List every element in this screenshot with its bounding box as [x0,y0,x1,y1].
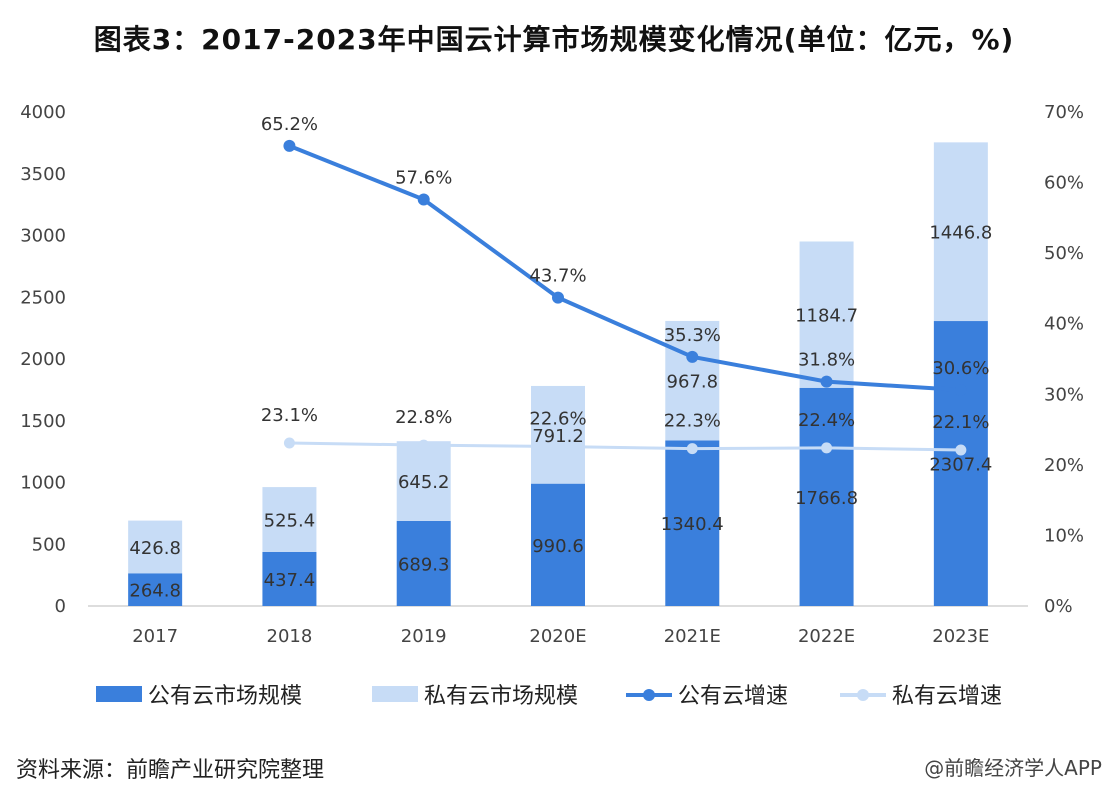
data-label-public-growth: 65.2% [261,114,318,135]
data-label-private-growth: 22.6% [529,409,586,430]
legend-swatch-public-bar [96,686,142,702]
x-tick-label: 2021E [664,626,721,647]
legend-label-public-growth: 公有云增速 [678,684,789,709]
legend-item-public-growth: 公有云增速 [626,678,788,710]
bar-private [128,520,183,574]
legend-item-public-scale: 公有云市场规模 [96,678,302,710]
y-left-tick-label: 500 [32,534,66,555]
y-right-tick-label: 0% [1044,596,1073,617]
y-right-tick-label: 50% [1044,243,1084,264]
legend-swatch-private-bar [372,686,418,702]
y-right-tick-label: 60% [1044,173,1084,194]
data-label-public: 990.6 [532,536,584,557]
y-right-tick-label: 70% [1044,102,1084,123]
point-private-growth [686,443,698,455]
y-left-tick-label: 2000 [20,349,66,370]
data-label-private: 426.8 [129,538,181,559]
point-public-growth [552,291,564,304]
data-label-public-growth: 43.7% [529,266,586,287]
y-left-tick-label: 3500 [20,164,66,185]
y-left-tick-label: 1000 [20,473,66,494]
y-right-tick-label: 30% [1044,384,1084,405]
legend-label-private-growth: 私有云增速 [892,684,1003,709]
data-label-private: 967.8 [667,372,719,393]
chart-title: 图表3：2017-2023年中国云计算市场规模变化情况(单位：亿元，%) [93,23,1015,56]
data-label-private-growth: 22.4% [798,410,855,431]
data-label-private: 525.4 [264,511,316,532]
point-public-growth [686,350,699,363]
y-right-tick-label: 20% [1044,455,1084,476]
point-private-growth [418,439,430,451]
data-label-public: 437.4 [264,570,316,591]
data-label-private-growth: 22.1% [932,412,989,433]
data-label-private: 791.2 [532,426,584,447]
point-private-growth [283,437,295,449]
point-private-growth [821,442,833,454]
bar-public [262,551,317,606]
source-note: 资料来源：前瞻产业研究院整理 [16,758,325,783]
data-label-public-growth: 57.6% [395,168,452,189]
y-right-tick-label: 40% [1044,314,1084,335]
y-left-tick-label: 2500 [20,287,66,308]
point-private-growth [955,444,967,456]
y-left-tick-label: 1500 [20,411,66,432]
data-label-private-growth: 22.8% [395,407,452,428]
bar-public [531,483,585,606]
legend-label-public-scale: 公有云市场规模 [148,684,303,709]
y-left-tick-label: 3000 [20,226,66,247]
x-tick-label: 2018 [267,626,313,647]
data-label-public-growth: 30.6% [932,358,989,379]
legend-swatch-public-line [626,686,672,702]
data-label-private: 1184.7 [795,306,858,327]
y-right-tick-label: 10% [1044,525,1084,546]
bar-public [396,520,451,606]
y-left-tick-label: 4000 [20,102,66,123]
bar-public [799,387,854,606]
legend-item-private-scale: 私有云市场规模 [372,678,578,710]
data-label-private: 1446.8 [929,223,992,244]
bar-private [665,320,720,441]
point-public-growth [417,193,430,206]
chart-canvas: 0 500 1000 1500 2000 2500 3000 3500 4000 0% 10% 20%… [20,102,1084,647]
bar-private [531,385,585,484]
legend-label-private-scale: 私有云市场规模 [424,684,579,709]
data-label-public-growth: 35.3% [664,325,721,346]
chart-legend: 公有云市场规模 私有云市场规模 公有云增速 私有云增速 [0,672,1108,712]
legend-swatch-private-line [840,686,886,702]
point-private-growth [552,441,564,453]
y-left-tick-label: 0 [55,596,66,617]
x-tick-label: 2020E [529,626,586,647]
bar-private [933,142,988,322]
point-public-growth [820,375,833,388]
data-label-private: 645.2 [398,472,450,493]
data-label-public: 264.8 [129,581,181,602]
line-public-growth [288,144,961,393]
x-tick-label: 2022E [798,626,855,647]
data-label-public: 1766.8 [795,488,858,509]
x-tick-label: 2017 [132,626,178,647]
data-label-private-growth: 22.3% [664,411,721,432]
x-tick-label: 2023E [932,626,989,647]
data-label-public: 689.3 [398,554,450,575]
bar-private [799,241,854,388]
data-label-private-growth: 23.1% [261,405,318,426]
bar-public [128,573,183,606]
data-label-public: 1340.4 [661,514,724,535]
line-private-growth [289,441,961,452]
data-label-public: 2307.4 [929,455,992,476]
bar-public [665,440,720,606]
point-public-growth [283,139,296,152]
bar-private [396,441,451,521]
data-label-public-growth: 31.8% [798,350,855,371]
point-public-growth [954,384,967,397]
credit-watermark: @前瞻经济学人APP [924,756,1102,780]
bar-private [262,487,317,552]
bar-public [933,321,988,606]
legend-item-private-growth: 私有云增速 [840,678,1002,710]
x-tick-label: 2019 [401,626,447,647]
